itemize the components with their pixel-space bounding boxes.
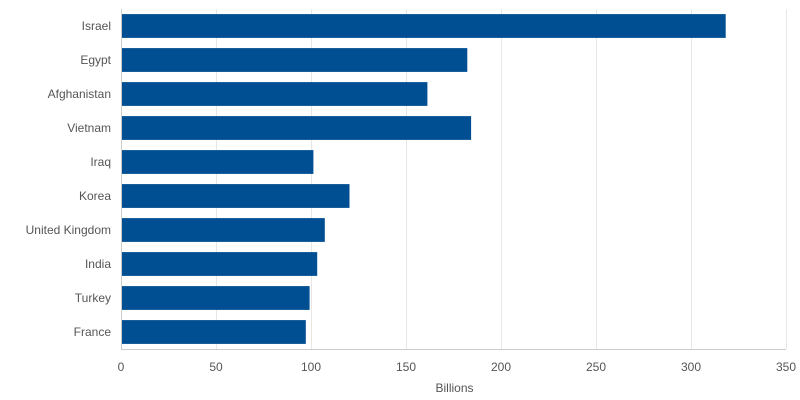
category-label: Afghanistan xyxy=(48,87,111,101)
bar-united-kingdom[interactable] xyxy=(121,218,325,242)
x-tick-label: 250 xyxy=(586,360,606,374)
bar-afghanistan[interactable] xyxy=(121,82,428,106)
x-tick-label: 350 xyxy=(776,360,796,374)
category-label: France xyxy=(74,325,112,339)
x-tick-label: 100 xyxy=(301,360,321,374)
bar-egypt[interactable] xyxy=(121,48,468,72)
category-labels: Israel Egypt Afghanistan Vietnam Iraq Korea Un… xyxy=(26,19,112,339)
bar-vietnam[interactable] xyxy=(121,116,472,140)
x-tick-label: 200 xyxy=(491,360,511,374)
category-label: Iraq xyxy=(90,155,111,169)
category-label: United Kingdom xyxy=(26,223,111,237)
category-label: Vietnam xyxy=(67,121,111,135)
bar-iraq[interactable] xyxy=(121,150,314,174)
category-label: Israel xyxy=(82,19,111,33)
bar-layer xyxy=(121,14,726,344)
bar-india[interactable] xyxy=(121,252,318,276)
bar-korea[interactable] xyxy=(121,184,350,208)
x-tick-label: 300 xyxy=(681,360,701,374)
category-label: Turkey xyxy=(75,291,111,305)
bar-france[interactable] xyxy=(121,320,306,344)
category-label: Korea xyxy=(79,189,111,203)
category-label: Egypt xyxy=(80,53,111,67)
bar-turkey[interactable] xyxy=(121,286,310,310)
x-axis-title: Billions xyxy=(435,381,473,395)
x-tick-labels: 0 50 100 150 200 250 300 350 xyxy=(118,360,797,374)
x-tick-label: 50 xyxy=(209,360,223,374)
category-label: India xyxy=(85,257,111,271)
x-tick-label: 0 xyxy=(118,360,125,374)
bar-israel[interactable] xyxy=(121,14,726,38)
x-tick-label: 150 xyxy=(396,360,416,374)
